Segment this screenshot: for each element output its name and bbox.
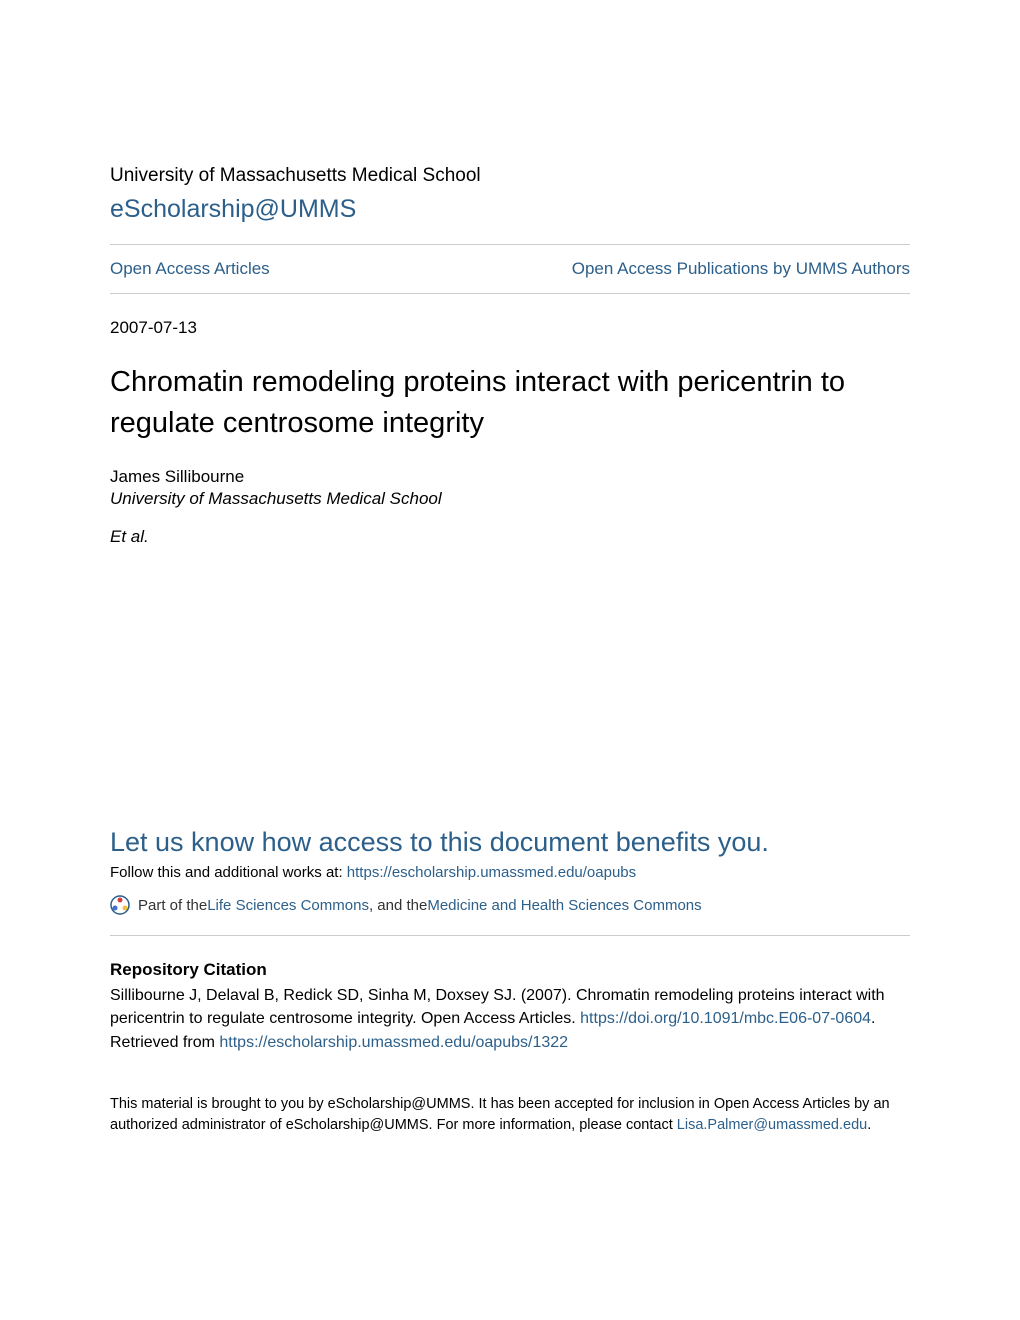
commons-link-medicine[interactable]: Medicine and Health Sciences Commons xyxy=(427,897,701,914)
footer-period: . xyxy=(867,1117,871,1133)
commons-link-life-sciences[interactable]: Life Sciences Commons xyxy=(207,897,369,914)
et-al: Et al. xyxy=(110,527,910,547)
follow-prefix: Follow this and additional works at: xyxy=(110,864,347,881)
commons-prefix: Part of the xyxy=(138,897,207,914)
repository-link[interactable]: eScholarship@UMMS xyxy=(110,195,910,224)
doi-link[interactable]: https://doi.org/10.1091/mbc.E06-07-0604 xyxy=(580,1010,871,1027)
nav-link-articles[interactable]: Open Access Articles xyxy=(110,259,270,279)
author-name: James Sillibourne xyxy=(110,467,910,487)
retrieved-link[interactable]: https://escholarship.umassmed.edu/oapubs… xyxy=(219,1034,568,1051)
citation-heading: Repository Citation xyxy=(110,960,910,980)
commons-line: Part of the Life Sciences Commons , and … xyxy=(110,895,910,915)
follow-url-link[interactable]: https://escholarship.umassmed.edu/oapubs xyxy=(347,864,636,881)
citation-text: Sillibourne J, Delaval B, Redick SD, Sin… xyxy=(110,984,910,1054)
author-affiliation: University of Massachusetts Medical Scho… xyxy=(110,489,910,509)
contact-email-link[interactable]: Lisa.Palmer@umassmed.edu xyxy=(677,1117,867,1133)
institution-name: University of Massachusetts Medical Scho… xyxy=(110,165,910,187)
publication-date: 2007-07-13 xyxy=(110,318,910,338)
commons-mid: , and the xyxy=(369,897,427,914)
divider xyxy=(110,935,910,936)
article-title: Chromatin remodeling proteins interact w… xyxy=(110,362,910,443)
nav-bar: Open Access Articles Open Access Publica… xyxy=(110,244,910,294)
footer-text: This material is brought to you by eScho… xyxy=(110,1094,910,1136)
follow-text: Follow this and additional works at: htt… xyxy=(110,864,910,881)
benefits-link[interactable]: Let us know how access to this document … xyxy=(110,827,910,858)
nav-link-publications[interactable]: Open Access Publications by UMMS Authors xyxy=(572,259,910,279)
network-icon xyxy=(110,895,130,915)
